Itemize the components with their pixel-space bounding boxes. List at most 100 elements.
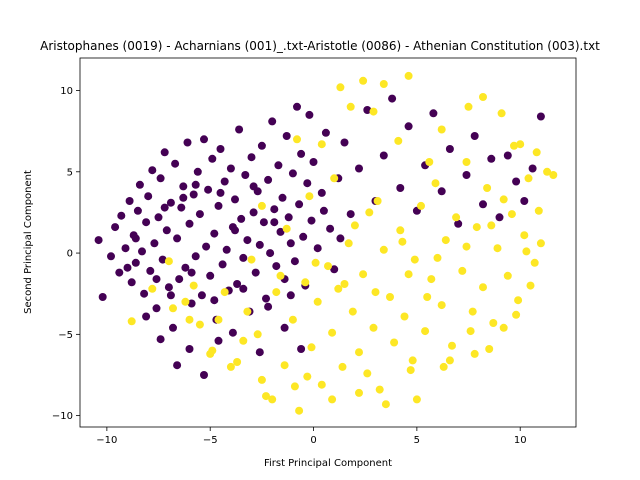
data-point-s0-58 [231,195,239,204]
data-point-s1-19 [328,328,337,337]
data-point-s0-128 [173,361,182,370]
data-point-s1-106 [487,221,496,230]
data-point-s0-150 [210,296,219,305]
data-point-s1-88 [485,345,494,353]
x-tick-label: −10 [96,435,117,446]
x-tick-label: 0 [310,435,316,446]
data-point-s1-29 [379,245,388,254]
data-point-s0-119 [470,132,479,140]
data-point-s0-27 [166,198,175,207]
data-point-s1-64 [379,80,388,88]
data-point-s0-42 [197,291,206,300]
data-point-s0-52 [218,260,227,269]
data-point-s0-117 [454,219,463,228]
x-tick-label: 5 [414,435,420,446]
data-point-s1-11 [280,361,289,370]
data-point-s1-95 [226,362,235,371]
data-point-s0-64 [243,236,252,245]
data-point-s0-28 [169,323,177,332]
data-point-s1-21 [338,362,347,371]
x-tick-label: −5 [203,435,218,446]
data-point-s0-153 [286,291,295,300]
data-point-s0-129 [200,371,208,379]
data-point-s0-37 [187,299,196,308]
data-point-s1-98 [247,255,256,264]
data-point-s1-66 [437,125,446,134]
data-point-s1-104 [433,253,442,262]
data-point-s0-78 [272,262,281,271]
data-point-s0-60 [235,125,244,134]
data-point-s0-121 [487,154,496,163]
data-point-s1-77 [425,158,434,166]
data-point-s1-43 [452,213,461,222]
data-point-s0-116 [445,145,454,153]
data-point-s1-5 [220,288,229,297]
data-point-s1-63 [359,76,368,85]
data-point-s0-46 [206,271,215,280]
data-point-s1-79 [282,224,291,233]
data-point-s1-110 [470,349,479,358]
data-point-s1-97 [185,315,194,324]
data-point-s1-59 [534,206,543,215]
data-point-s1-51 [493,244,502,253]
data-point-s0-25 [162,226,171,235]
data-point-s1-61 [549,171,558,179]
data-point-s1-86 [445,356,454,365]
x-axis: −10 −5 0 5 10 [96,427,527,446]
data-point-s0-5 [117,211,126,220]
data-point-s1-31 [390,338,399,347]
data-point-s0-76 [268,117,277,126]
data-point-s1-113 [363,369,372,378]
data-point-s1-121 [189,281,198,290]
data-point-s1-7 [243,307,252,316]
data-point-s0-22 [156,174,165,183]
data-point-s1-68 [479,93,487,101]
data-point-s0-20 [152,304,161,313]
data-point-s1-10 [272,288,281,297]
data-point-s1-78 [257,201,266,210]
data-point-s0-94 [305,110,314,119]
data-point-s0-125 [520,197,529,205]
plot-frame [79,57,577,428]
data-point-s0-142 [231,226,239,235]
data-point-s0-146 [123,263,132,272]
data-point-s1-14 [301,278,310,287]
data-point-s0-15 [142,218,151,227]
data-point-s0-62 [239,253,248,262]
data-point-s1-27 [369,323,378,332]
data-point-s0-145 [131,234,140,243]
data-point-s0-44 [202,242,211,251]
data-point-s0-39 [191,252,200,261]
data-point-s0-90 [297,149,306,158]
data-point-s0-124 [512,177,521,186]
data-point-s0-1 [98,293,107,301]
data-point-s0-50 [214,201,223,210]
data-point-s1-53 [503,271,512,280]
data-point-s0-68 [251,268,260,277]
data-point-s1-87 [466,327,475,336]
data-point-s0-6 [121,244,130,253]
y-axis: −10 −5 0 5 10 [52,86,80,422]
data-point-s0-75 [266,249,275,258]
data-point-s0-51 [216,145,225,153]
data-point-s0-12 [135,180,144,189]
data-point-s1-36 [417,201,425,210]
data-point-s0-101 [330,265,339,274]
data-point-s1-49 [483,184,492,192]
data-point-s0-40 [193,167,202,176]
data-point-s1-34 [406,366,415,375]
data-point-s1-38 [427,275,436,284]
data-point-s0-136 [280,323,289,332]
data-point-s1-80 [305,192,314,201]
data-point-s0-106 [363,106,372,114]
data-point-s0-111 [404,122,413,131]
data-point-s1-56 [520,231,529,240]
y-tick-label: −5 [58,330,73,341]
data-point-s0-11 [133,206,142,215]
x-axis-label: First Principal Component [264,458,392,469]
data-point-s0-35 [183,138,192,147]
data-point-s0-149 [187,268,196,277]
data-point-s0-7 [125,197,134,205]
data-point-s0-154 [319,206,328,215]
data-point-s1-96 [206,349,215,358]
